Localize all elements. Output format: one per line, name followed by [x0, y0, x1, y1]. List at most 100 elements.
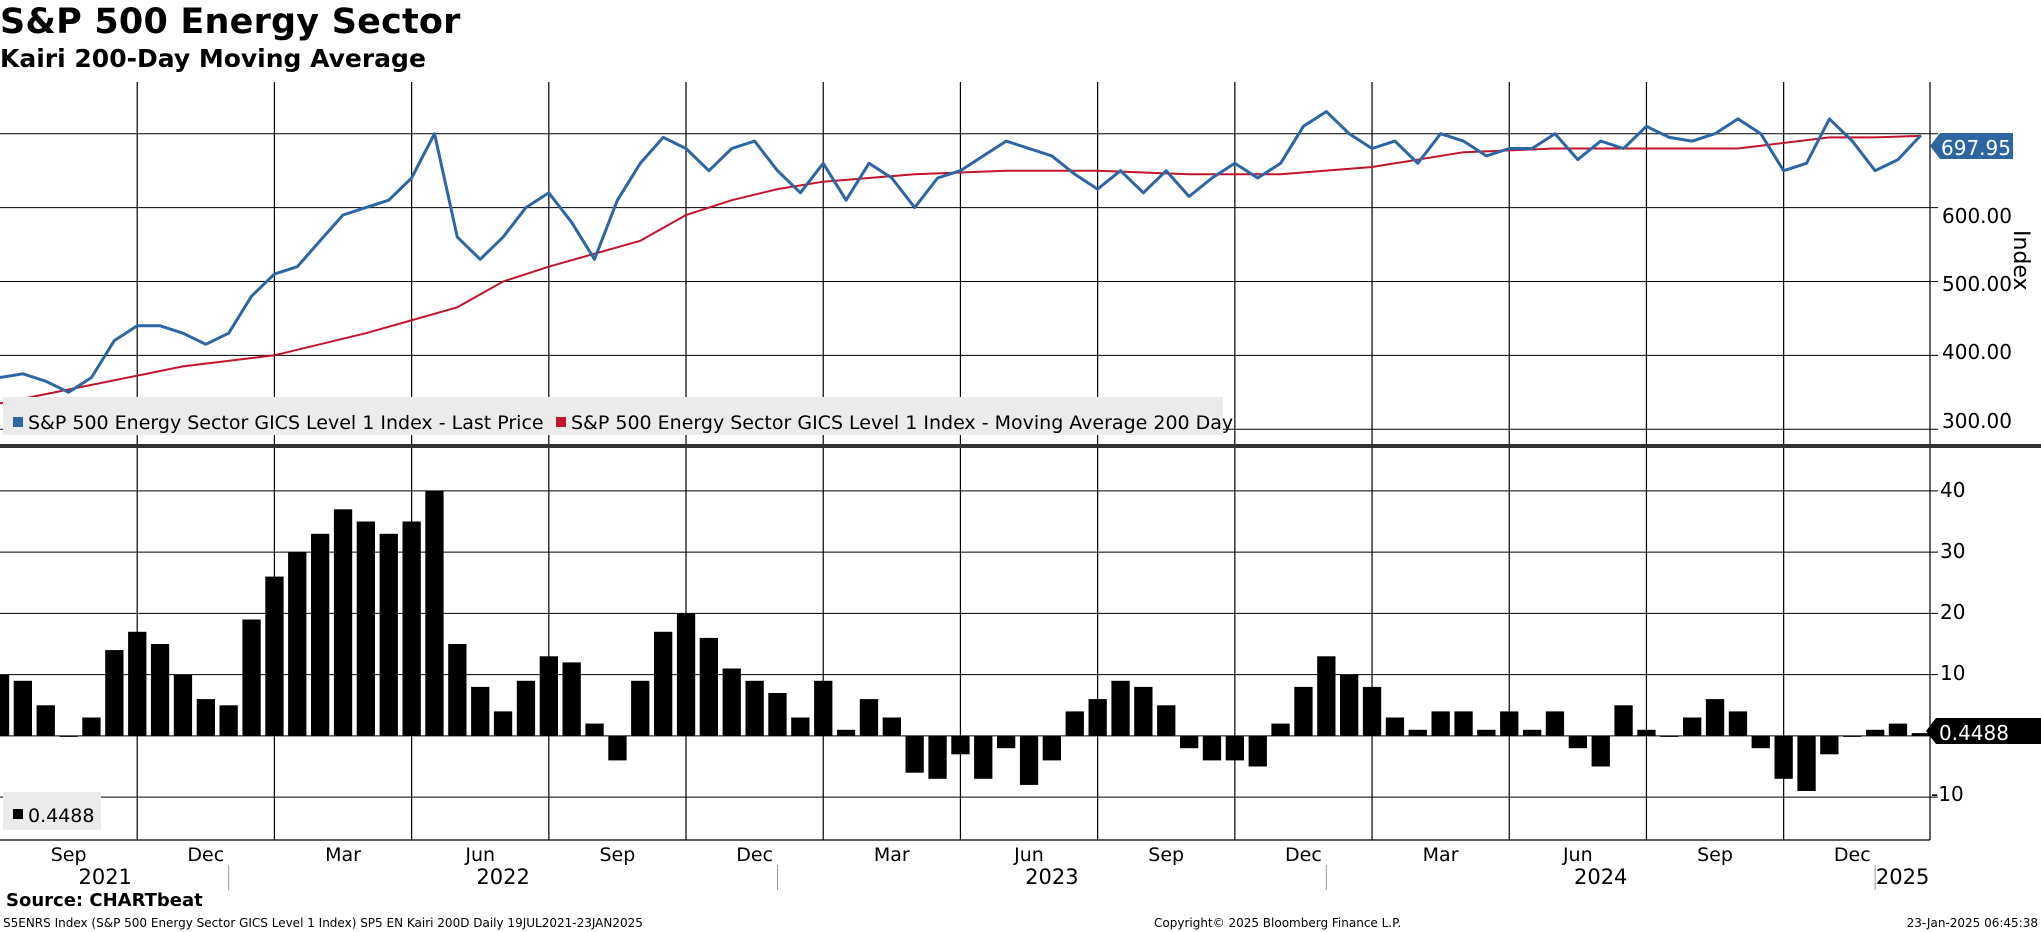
kairi-bar: [1843, 735, 1862, 737]
copyright-note: Copyright© 2025 Bloomberg Finance L.P.: [1154, 916, 1402, 930]
kairi-ytick-40: 40: [1940, 478, 1965, 502]
kairi-bar: [1614, 705, 1633, 736]
price-last-value-label: 697.95: [1941, 136, 2011, 160]
legend-swatch-kairi: [13, 809, 23, 819]
kairi-bar: [105, 650, 124, 736]
kairi-bar: [608, 735, 627, 761]
price-ytick-500: 500.00: [1942, 272, 2012, 296]
kairi-bar: [311, 533, 330, 736]
kairi-bar: [128, 631, 147, 736]
legend-swatch-price: [13, 417, 23, 427]
kairi-bar: [1157, 705, 1176, 736]
xaxis-month-label: Jun: [1562, 844, 1593, 866]
kairi-bar: [1019, 735, 1039, 785]
kairi-bar: [882, 717, 901, 736]
price-legend-box: [3, 397, 1223, 435]
kairi-bar: [1134, 686, 1153, 736]
kairi-last-value-tag: [1926, 718, 2041, 744]
legend-label-price: S&P 500 Energy Sector GICS Level 1 Index…: [28, 412, 544, 434]
kairi-ytick-10: 10: [1940, 661, 1965, 685]
kairi-bar: [791, 717, 810, 736]
kairi-bar: [1180, 735, 1199, 749]
kairi-bar: [1888, 723, 1908, 736]
xaxis-month-label: Sep: [1697, 844, 1733, 866]
ticker-info: S5ENRS Index (S&P 500 Energy Sector GICS…: [3, 916, 643, 930]
kairi-bar: [1797, 735, 1816, 791]
kairi-bar: [1271, 723, 1290, 736]
kairi-ytick-neg10: -10: [1931, 782, 1964, 806]
kairi-bar: [1477, 729, 1496, 736]
kairi-bar: [242, 619, 261, 736]
kairi-bar: [196, 699, 215, 736]
kairi-bar: [951, 735, 970, 755]
xaxis-month-label: Mar: [1423, 844, 1459, 866]
kairi-bar: [59, 735, 78, 737]
kairi-bar: [1523, 729, 1542, 736]
last-price-line: [0, 110, 1922, 394]
kairi-bar: [1408, 729, 1427, 736]
xaxis-month-label: Dec: [1834, 844, 1871, 866]
price-ytick-600: 600.00: [1942, 204, 2012, 228]
kairi-bar: [1294, 686, 1313, 736]
kairi-bar: [905, 735, 924, 773]
kairi-bar: [425, 490, 444, 736]
xaxis-year-label: 2022: [476, 865, 529, 889]
kairi-ytick-30: 30: [1940, 539, 1965, 563]
kairi-bar: [676, 613, 696, 736]
kairi-bar: [1591, 735, 1610, 767]
xaxis-month-label: Mar: [325, 844, 361, 866]
xaxis-month-label: Sep: [1148, 844, 1184, 866]
xaxis-year-label: 2021: [78, 865, 131, 889]
page-subtitle: Kairi 200-Day Moving Average: [0, 44, 426, 73]
xaxis-month-label: Sep: [51, 844, 87, 866]
source-note: Source: CHARTbeat: [6, 890, 203, 911]
legend-label-ma: S&P 500 Energy Sector GICS Level 1 Index…: [571, 412, 1233, 434]
kairi-bar: [288, 552, 307, 736]
ma200-line: [0, 134, 1921, 405]
xaxis-month-label: Jun: [464, 844, 495, 866]
kairi-bar: [768, 693, 787, 736]
kairi-bar: [1774, 735, 1793, 779]
kairi-bar: [1202, 735, 1222, 761]
kairi-bar: [471, 686, 490, 736]
kairi-bar: [1568, 735, 1587, 749]
kairi-bar: [448, 644, 467, 736]
kairi-bar: [745, 680, 764, 736]
legend-label-kairi: 0.4488: [28, 805, 94, 827]
xaxis-month-label: Jun: [1013, 844, 1044, 866]
xaxis-month-label: Sep: [599, 844, 635, 866]
kairi-bar: [631, 680, 650, 736]
kairi-bar: [82, 717, 101, 736]
timestamp: 23-Jan-2025 06:45:38: [1906, 916, 2038, 930]
xaxis-year-label: 2025: [1876, 865, 1929, 889]
xaxis-year-label: 2024: [1574, 865, 1627, 889]
page-title: S&P 500 Energy Sector: [0, 2, 461, 42]
kairi-bar: [0, 674, 10, 736]
kairi-bar: [1111, 680, 1130, 736]
kairi-bar: [1317, 656, 1336, 736]
kairi-ytick-20: 20: [1940, 600, 1965, 624]
xaxis-month-label: Mar: [874, 844, 910, 866]
kairi-bar: [859, 699, 879, 736]
kairi-bar: [1454, 711, 1473, 736]
kairi-bar: [1545, 711, 1565, 736]
kairi-bar: [1728, 711, 1748, 736]
kairi-last-value-label: 0.4488: [1939, 721, 2009, 745]
kairi-bar: [585, 723, 604, 736]
kairi-bar: [1248, 735, 1267, 767]
kairi-bar: [836, 729, 856, 736]
kairi-bar: [1362, 686, 1382, 736]
xaxis-month-label: Dec: [736, 844, 773, 866]
kairi-bar: [219, 705, 238, 736]
kairi-bar: [173, 674, 193, 736]
kairi-bar: [1683, 717, 1702, 736]
kairi-bar: [493, 711, 513, 736]
kairi-bar: [1042, 735, 1061, 761]
price-yaxis-title: Index: [2008, 230, 2033, 291]
panel-divider: [0, 444, 2041, 448]
kairi-bar: [36, 705, 55, 736]
legend-swatch-ma: [556, 417, 566, 427]
kairi-bar: [1637, 729, 1656, 736]
kairi-bar: [1431, 711, 1450, 736]
